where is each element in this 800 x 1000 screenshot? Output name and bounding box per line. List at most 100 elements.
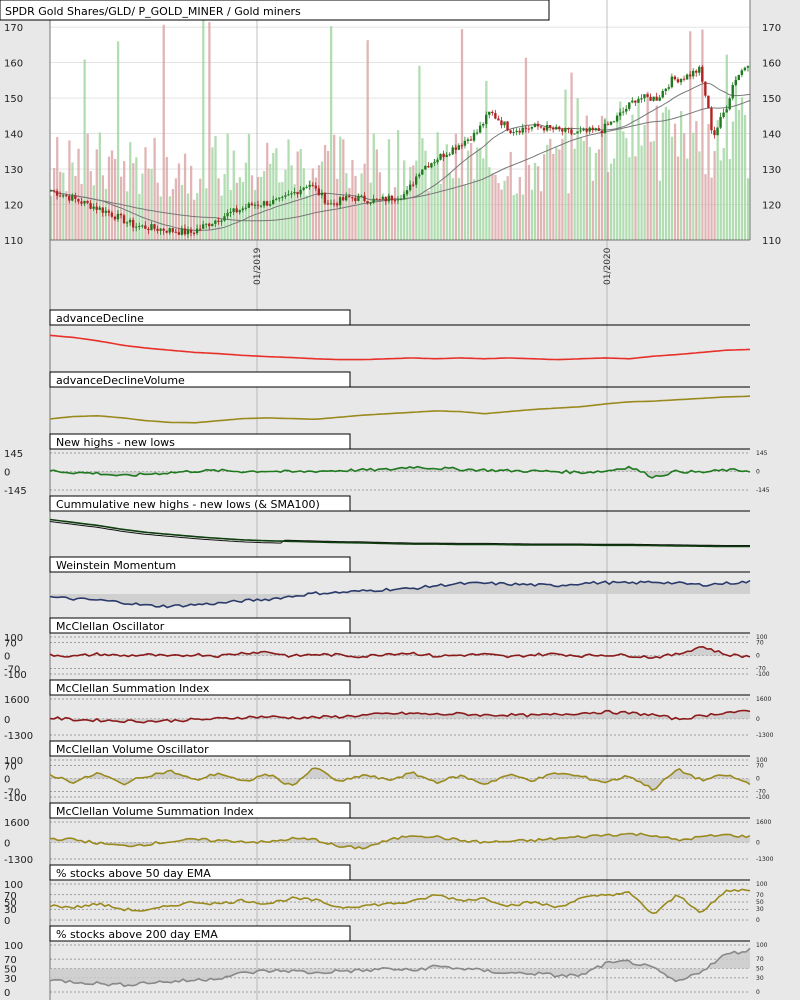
indicator-tick-right: -100 xyxy=(756,794,770,801)
volume-bar xyxy=(50,195,53,240)
indicator-tick-right: 100 xyxy=(756,634,768,641)
panel-title-tab xyxy=(49,556,351,573)
volume-bar xyxy=(421,138,424,240)
candle-body xyxy=(256,204,260,206)
candle-body xyxy=(524,127,527,129)
indicator-tick-left: 0 xyxy=(4,838,10,849)
candle-body xyxy=(308,184,311,187)
volume-bar xyxy=(430,164,433,240)
indicator-tick-right: 70 xyxy=(756,640,764,647)
volume-bar xyxy=(713,151,716,240)
volume-bar xyxy=(515,193,518,240)
indicator-tick-left: 100 xyxy=(4,880,23,891)
candle-body xyxy=(433,162,436,164)
candle-body xyxy=(247,203,251,208)
candle-body xyxy=(268,204,272,206)
volume-bar xyxy=(740,97,744,240)
candle-body xyxy=(281,196,284,198)
candle-body xyxy=(685,74,689,80)
volume-bar xyxy=(707,123,710,240)
volume-bar xyxy=(719,160,722,240)
volume-bar xyxy=(619,101,622,240)
volume-bar xyxy=(552,153,555,240)
candle-body xyxy=(390,195,394,201)
volume-bar xyxy=(482,158,485,240)
panel-title: McClellan Volume Oscillator xyxy=(56,743,209,756)
price-tick-right: 170 xyxy=(762,23,781,34)
candle-body xyxy=(332,203,336,205)
volume-bar xyxy=(190,165,193,240)
indicator-tick-right: -70 xyxy=(756,665,766,672)
volume-bar xyxy=(400,198,403,240)
candle-body xyxy=(591,127,594,131)
candle-body xyxy=(442,153,445,158)
volume-bar xyxy=(570,72,573,240)
volume-bar xyxy=(180,184,184,240)
candle-body xyxy=(631,100,634,103)
volume-bar xyxy=(387,139,391,240)
indicator-tick-left: 100 xyxy=(4,633,23,644)
candle-body xyxy=(262,201,266,206)
panel-title: New highs - new lows xyxy=(56,436,175,449)
volume-bar xyxy=(536,166,540,240)
volume-bar xyxy=(454,133,458,240)
candle-body xyxy=(427,165,430,168)
candle-body xyxy=(61,195,65,197)
indicator-tick-left: -1300 xyxy=(4,855,33,866)
candle-body xyxy=(55,191,59,196)
indicator-fill xyxy=(50,710,750,723)
candle-body xyxy=(299,189,302,195)
price-tick-left: 130 xyxy=(4,165,23,176)
panel-title-tab xyxy=(49,495,351,512)
candle-body xyxy=(217,220,220,222)
indicator-fill xyxy=(50,466,750,478)
indicator-tick-left: 0 xyxy=(4,715,10,726)
volume-bar xyxy=(308,180,311,240)
candle-body xyxy=(153,224,156,229)
candle-body xyxy=(357,196,360,201)
volume-bar xyxy=(220,195,223,240)
indicator-tick-right: 0 xyxy=(756,469,760,476)
volume-bar xyxy=(83,59,86,241)
volume-bar xyxy=(524,57,528,241)
volume-bar xyxy=(692,132,695,240)
volume-bar xyxy=(722,148,725,240)
volume-bar xyxy=(290,165,293,240)
indicator-tick-right: -145 xyxy=(756,487,770,494)
volume-bar xyxy=(613,158,616,240)
volume-bar xyxy=(494,174,497,240)
volume-bar xyxy=(305,195,308,240)
candle-body xyxy=(564,128,567,132)
indicator-tick-right: 0 xyxy=(756,776,760,783)
volume-bar xyxy=(576,98,579,240)
price-tick-right: 160 xyxy=(762,59,781,70)
volume-bar xyxy=(68,140,71,240)
candle-body xyxy=(734,80,737,85)
candle-body xyxy=(634,100,637,103)
indicator-line xyxy=(49,947,751,988)
candle-body xyxy=(348,196,351,198)
volume-bar xyxy=(597,149,601,240)
volume-bar xyxy=(637,98,640,240)
candle-body xyxy=(698,66,701,73)
candle-body xyxy=(454,147,457,150)
candle-body xyxy=(743,67,747,71)
price-tick-left: 110 xyxy=(4,236,23,247)
indicator-tick-left: 1600 xyxy=(4,695,29,706)
candle-body xyxy=(296,191,299,195)
candle-body xyxy=(159,228,162,231)
volume-bar xyxy=(284,169,287,240)
volume-bar xyxy=(138,193,141,240)
candle-body xyxy=(287,194,290,196)
candle-body xyxy=(600,130,604,134)
indicator-tick-right: 100 xyxy=(756,757,768,764)
volume-bar xyxy=(704,174,707,240)
volume-bar xyxy=(521,194,525,240)
candle-body xyxy=(220,220,223,222)
candle-body xyxy=(345,196,348,201)
volume-bar xyxy=(485,80,488,240)
candle-body xyxy=(661,90,664,98)
candle-body xyxy=(405,190,409,195)
volume-bar xyxy=(716,120,719,240)
candle-body xyxy=(542,127,546,131)
